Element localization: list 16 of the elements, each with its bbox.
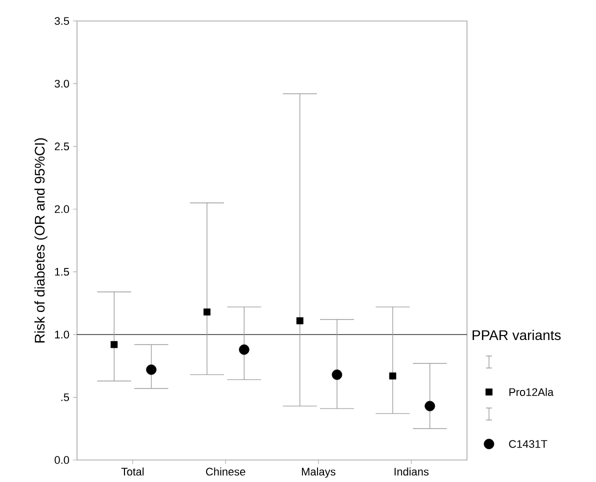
legend-label: C1431T — [509, 440, 548, 448]
legend-title: PPAR variants — [472, 330, 561, 340]
y-tick-label: 1.5 — [55, 268, 70, 276]
y-tick-label: 2.0 — [54, 205, 70, 214]
y-axis-title: Risk of diabetes (OR and 95%CI) — [34, 138, 48, 342]
y-tick-label: 0.0 — [54, 456, 70, 464]
y-tick-label: 3.5 — [54, 17, 70, 25]
y-tick-label: 3.0 — [54, 80, 70, 88]
x-tick-label: Indians — [394, 468, 429, 476]
y-tick-label: 2.5 — [54, 142, 70, 150]
legend-label: Pro12Ala — [509, 388, 554, 396]
x-tick-label: Malays — [302, 468, 336, 478]
y-tick-label: 1.0 — [55, 330, 70, 338]
y-tick-label: .5 — [61, 393, 70, 402]
x-tick-label: Chinese — [206, 468, 246, 476]
x-tick-label: Total — [121, 468, 144, 476]
